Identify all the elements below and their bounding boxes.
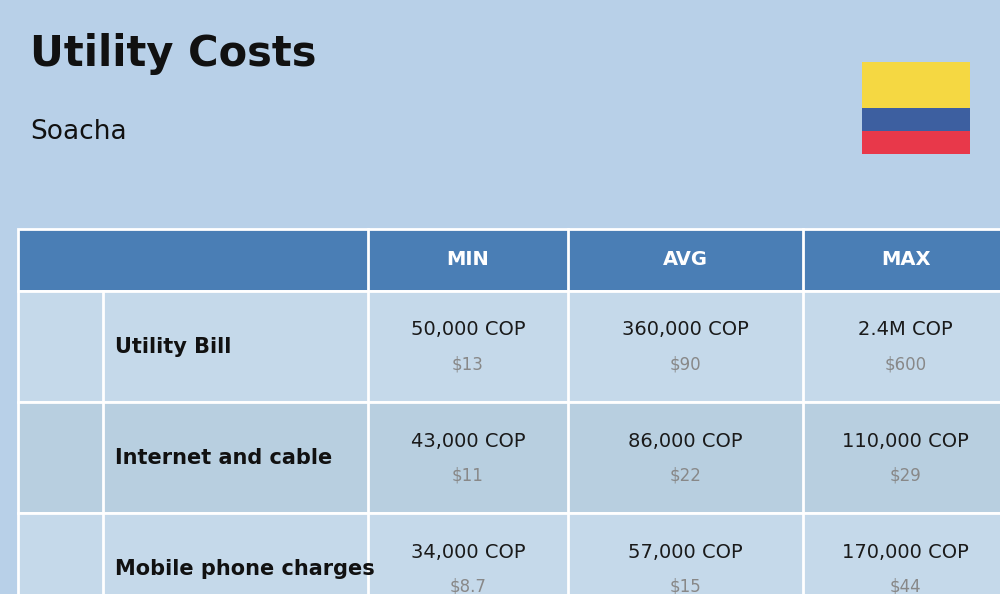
FancyBboxPatch shape [862, 62, 970, 108]
Text: $11: $11 [452, 466, 484, 485]
FancyBboxPatch shape [18, 402, 1000, 513]
Text: MIN: MIN [447, 251, 489, 269]
FancyBboxPatch shape [18, 229, 1000, 291]
Text: 86,000 COP: 86,000 COP [628, 432, 743, 450]
Text: $29: $29 [890, 466, 921, 485]
Text: Internet and cable: Internet and cable [115, 448, 332, 467]
FancyBboxPatch shape [862, 108, 970, 131]
Text: $13: $13 [452, 355, 484, 374]
Text: Utility Bill: Utility Bill [115, 337, 231, 356]
Text: Soacha: Soacha [30, 119, 127, 145]
Text: 110,000 COP: 110,000 COP [842, 432, 969, 450]
Text: Utility Costs: Utility Costs [30, 33, 316, 75]
FancyBboxPatch shape [862, 131, 970, 154]
Text: Mobile phone charges: Mobile phone charges [115, 559, 375, 579]
FancyBboxPatch shape [18, 291, 1000, 402]
FancyBboxPatch shape [18, 513, 1000, 594]
Text: $600: $600 [884, 355, 927, 374]
Text: 57,000 COP: 57,000 COP [628, 543, 743, 561]
Text: $15: $15 [670, 577, 701, 594]
Text: 2.4M COP: 2.4M COP [858, 321, 953, 339]
Text: $90: $90 [670, 355, 701, 374]
Text: $8.7: $8.7 [450, 577, 486, 594]
Text: $22: $22 [670, 466, 701, 485]
Text: AVG: AVG [663, 251, 708, 269]
Text: 34,000 COP: 34,000 COP [411, 543, 525, 561]
Text: 43,000 COP: 43,000 COP [411, 432, 525, 450]
Text: 170,000 COP: 170,000 COP [842, 543, 969, 561]
Text: 50,000 COP: 50,000 COP [411, 321, 525, 339]
Text: MAX: MAX [881, 251, 930, 269]
Text: 360,000 COP: 360,000 COP [622, 321, 749, 339]
Text: $44: $44 [890, 577, 921, 594]
